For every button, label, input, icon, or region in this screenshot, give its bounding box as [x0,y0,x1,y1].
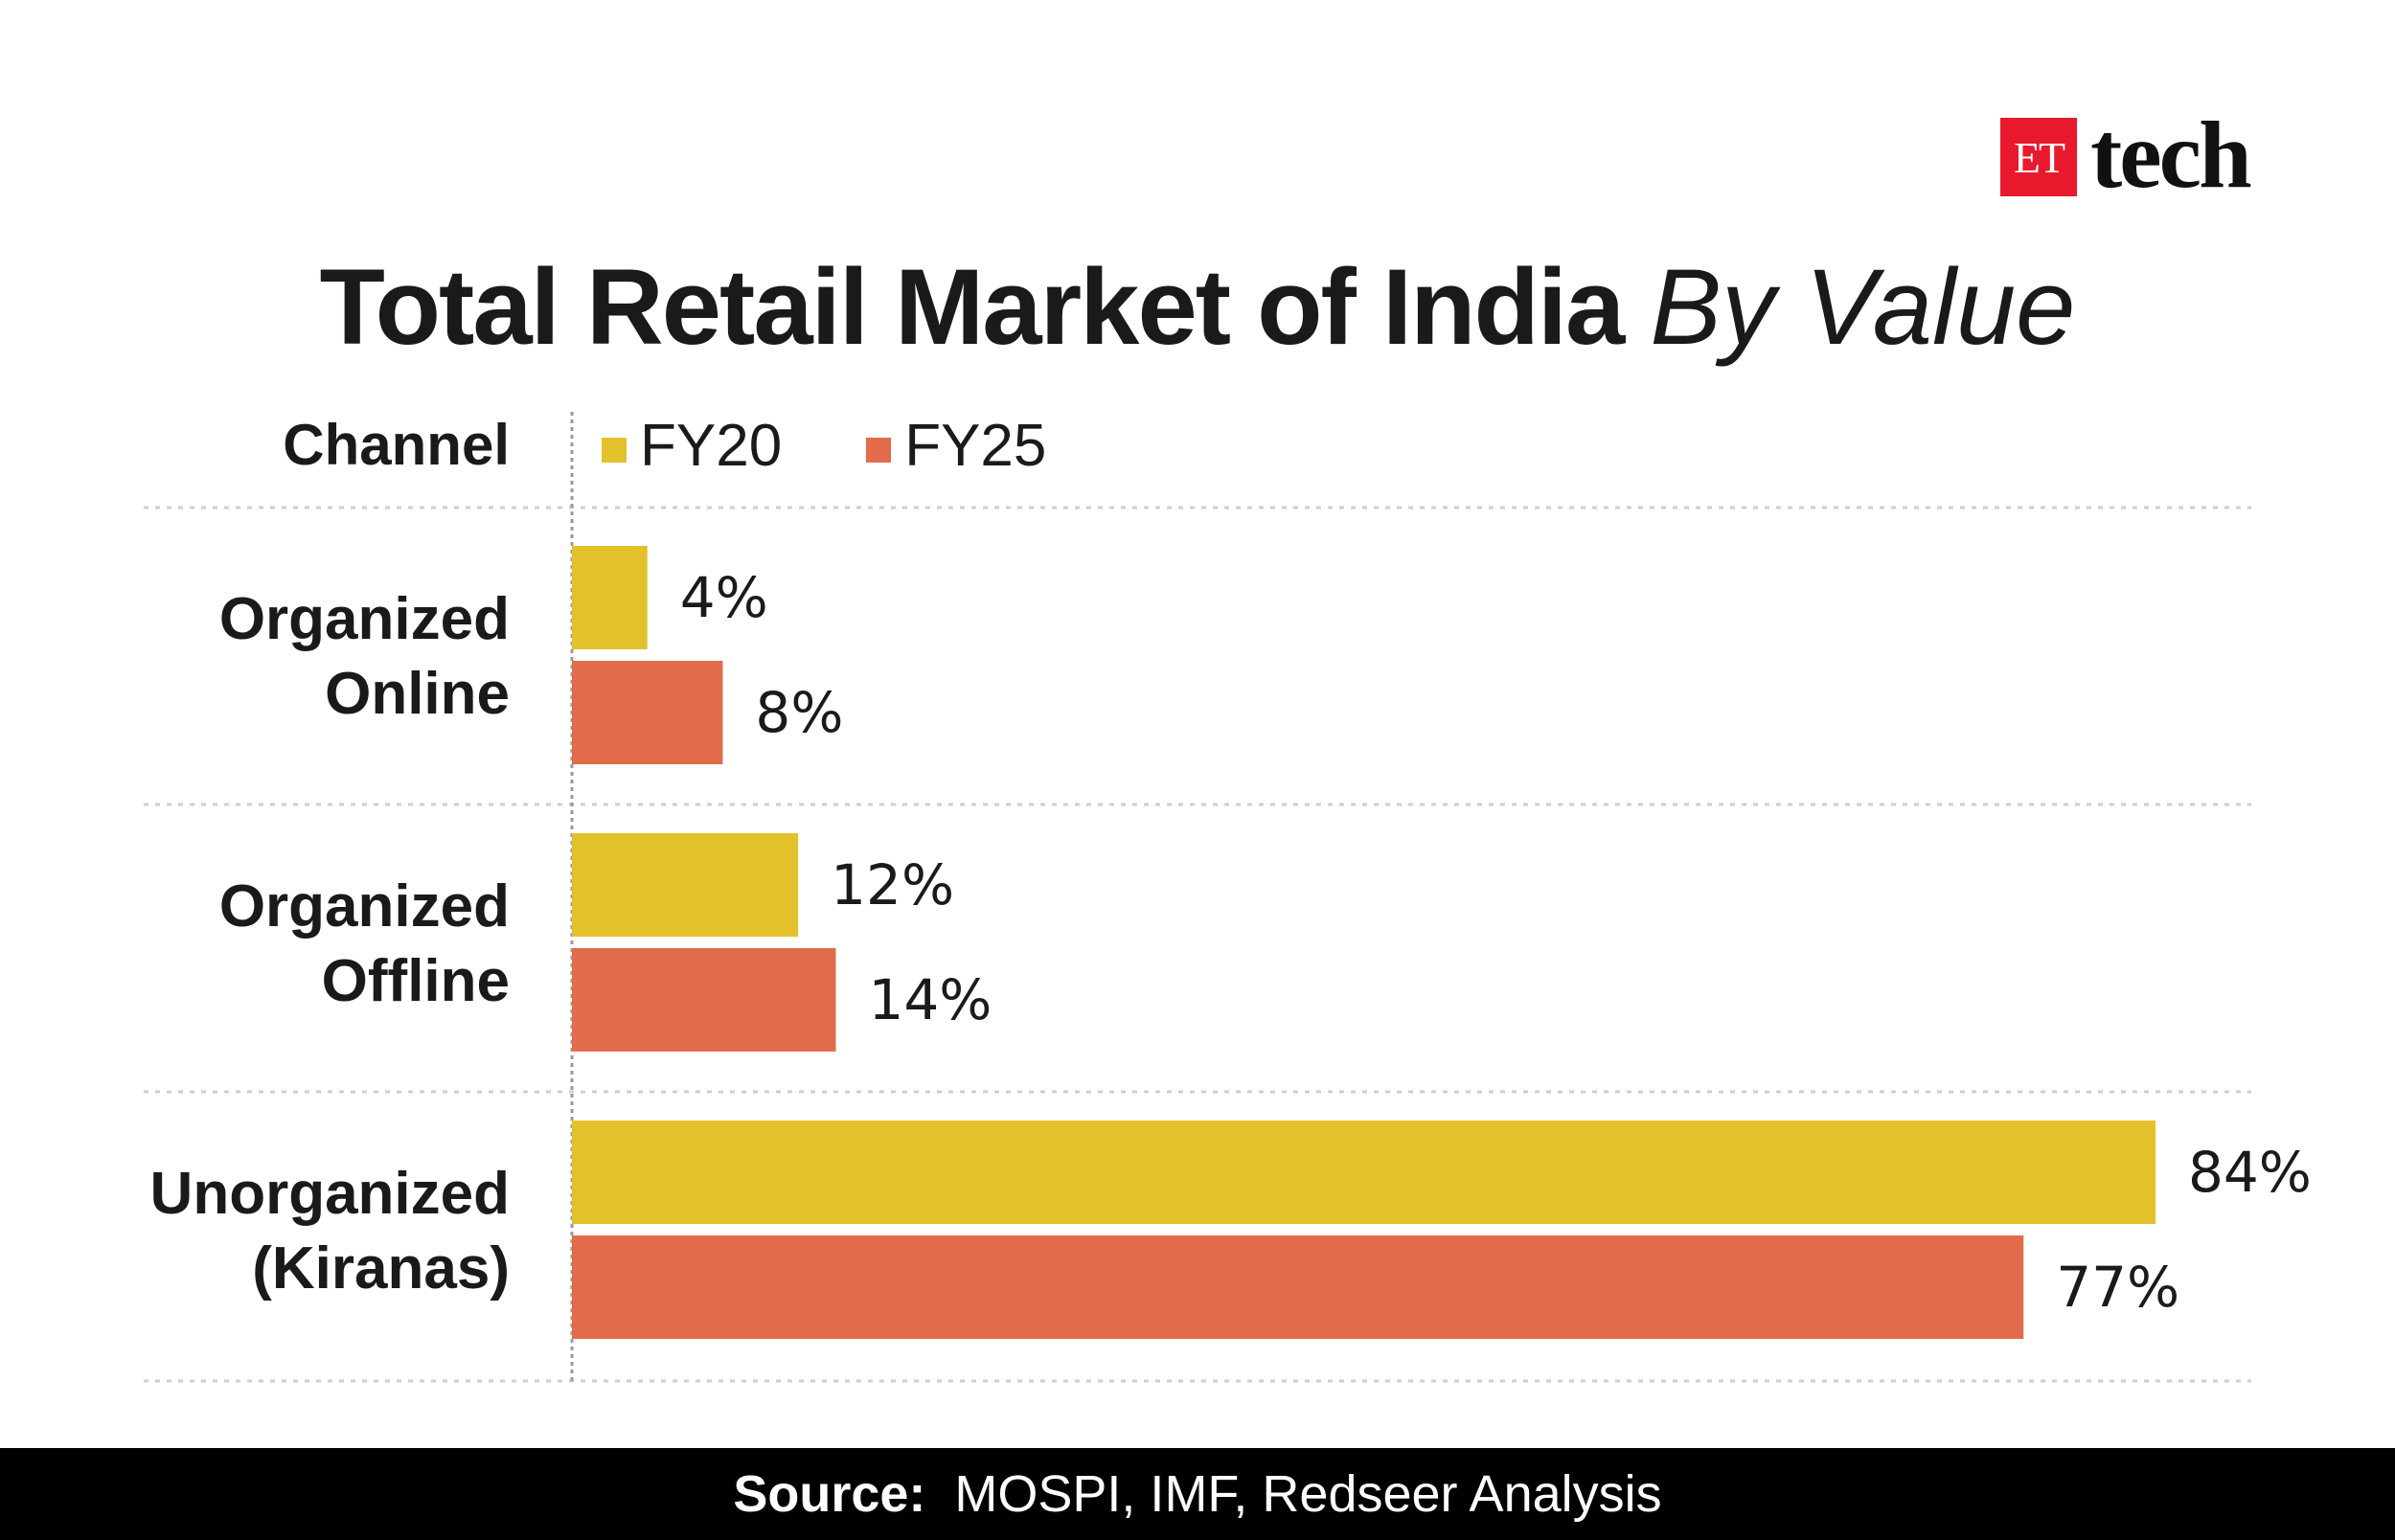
data-label: 4% [680,565,768,630]
category-label: Offline [322,948,510,1014]
legend-swatch [866,438,892,463]
data-label: 8% [755,680,843,745]
data-label: 77% [2056,1255,2179,1320]
et-tech-logo: ET tech [2000,102,2252,208]
source-label: Source: [733,1465,926,1523]
legend-item-fy25: FY25 [866,412,1046,480]
et-logo-mark: ET [2000,118,2077,196]
bar-fy20 [572,833,799,937]
legend-label: FY20 [640,412,783,479]
legend-label: FY25 [904,412,1047,479]
source-footer: Source: MOSPI, IMF, Redseer Analysis [0,1448,2395,1540]
bar-fy25 [572,948,836,1052]
legend-swatch [602,438,627,463]
data-label: 84% [2188,1140,2312,1205]
category-label: Organized [219,873,510,940]
category-label: Unorganized [150,1161,510,1227]
chart-title-main: Total Retail Market of India [319,247,1626,367]
chart-title-sub: By Value [1650,247,2076,367]
bar-fy25 [572,661,723,764]
chart-title: Total Retail Market of India By Value [0,245,2395,370]
data-label: 14% [869,967,992,1032]
category-label: (Kiranas) [252,1235,510,1302]
bar-fy20 [572,1121,2156,1224]
bar-chart: Organized Online 4% 8% Organized Offline 12% 14… [144,412,2312,1383]
legend-item-fy20: FY20 [602,412,782,480]
channel-column-header: Channel [283,413,510,477]
source-text: MOSPI, IMF, Redseer Analysis [954,1465,1662,1523]
data-label: 12% [831,852,954,917]
bar-fy20 [572,546,648,649]
bar-fy25 [572,1235,2024,1339]
tech-logo-text: tech [2090,102,2252,208]
category-label: Organized [219,586,510,652]
category-label: Online [325,661,510,727]
legend: FY20 FY25 [602,412,1130,479]
